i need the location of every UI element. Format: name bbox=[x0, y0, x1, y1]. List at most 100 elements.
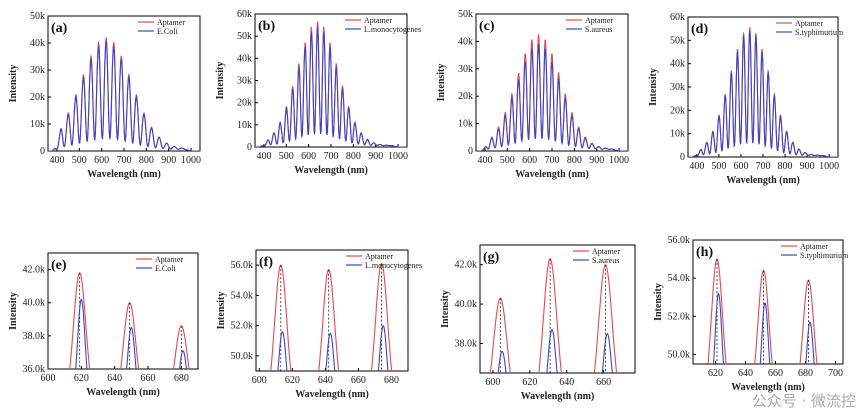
x-tick-label: 680 bbox=[174, 373, 189, 384]
y-tick-label: 0 bbox=[247, 142, 252, 153]
y-tick-label: 50.0k bbox=[668, 349, 691, 360]
y-axis-label: Intensity bbox=[653, 283, 664, 321]
y-tick-label: 10k bbox=[670, 129, 685, 140]
legend-label: Aptamer bbox=[155, 255, 183, 264]
y-tick-label: 52.0k bbox=[668, 311, 691, 322]
chart-panel-d: 400 500 600 700 800 900 1000 0 10k 20k 30k 40k 50k 60… bbox=[648, 12, 844, 186]
plot-frame bbox=[692, 239, 844, 365]
legend-label: S.aureus bbox=[585, 25, 612, 34]
y-tick-label: 0 bbox=[468, 146, 473, 157]
x-tick-label: 680 bbox=[384, 375, 399, 386]
legend-label: Aptamer bbox=[800, 242, 828, 251]
x-tick-label: 800 bbox=[778, 161, 793, 172]
x-tick-label: 600 bbox=[252, 375, 267, 386]
y-tick-label: 42.0k bbox=[455, 260, 478, 271]
chart-panel-f: 600 620 640 660 680 50.0k 52.0k 54.0k 56.0k Wavel… bbox=[216, 249, 422, 400]
y-tick-label: 54.0k bbox=[668, 273, 691, 284]
x-tick-label: 680 bbox=[798, 368, 813, 379]
panel-label: (e) bbox=[51, 258, 67, 273]
x-tick-label: 640 bbox=[738, 368, 753, 379]
y-axis-label: Intensity bbox=[8, 292, 19, 330]
x-axis-label: Wavelength (nm) bbox=[515, 169, 589, 180]
legend-label: Aptamer bbox=[592, 247, 620, 256]
y-tick-label: 38.0k bbox=[455, 338, 478, 349]
y-tick-label: 20k bbox=[458, 91, 473, 102]
plot-frame bbox=[255, 249, 409, 372]
series-line-l-monocytogenes bbox=[277, 325, 389, 371]
legend-label: S.typhimurium bbox=[795, 28, 844, 37]
x-tick-label: 500 bbox=[279, 151, 294, 162]
x-tick-label: 700 bbox=[828, 368, 843, 379]
y-tick-label: 40k bbox=[30, 38, 45, 49]
legend-label: E.Coli bbox=[157, 27, 178, 36]
panel-label: (g) bbox=[483, 250, 500, 265]
x-tick-label: 620 bbox=[285, 375, 300, 386]
panel-label: (h) bbox=[696, 245, 713, 260]
x-tick-label: 700 bbox=[117, 155, 132, 166]
y-tick-label: 52.0k bbox=[231, 321, 254, 332]
x-tick-label: 600 bbox=[41, 373, 56, 384]
x-tick-label: 600 bbox=[301, 151, 316, 162]
y-tick-label: 50.0k bbox=[231, 351, 254, 362]
x-axis-label: Wavelength (nm) bbox=[86, 387, 160, 398]
y-tick-label: 40.0k bbox=[455, 299, 478, 310]
y-tick-label: 50k bbox=[30, 11, 45, 22]
x-tick-label: 660 bbox=[596, 377, 611, 388]
y-axis-label: Intensity bbox=[436, 64, 447, 102]
x-tick-label: 600 bbox=[733, 161, 748, 172]
chart-panel-g: 600 620 640 660 38.0k 40.0k 42.0k Wavelength (n… bbox=[440, 244, 636, 402]
x-tick-label: 1000 bbox=[388, 151, 408, 162]
series-line-aptamer bbox=[476, 34, 628, 151]
x-tick-label: 800 bbox=[346, 151, 361, 162]
x-tick-label: 800 bbox=[139, 155, 154, 166]
x-tick-label: 700 bbox=[324, 151, 339, 162]
legend-label: L.monocytogenes bbox=[364, 25, 421, 34]
y-tick-label: 40k bbox=[237, 53, 252, 64]
y-tick-label: 42.0k bbox=[23, 265, 46, 276]
legend-label: Aptamer bbox=[585, 16, 613, 25]
watermark-text: 公众号 · 微流控 bbox=[751, 392, 856, 410]
chart-panel-b: 400 500 600 700 800 900 1000 0 10k 20k 30k 40k 50k 60… bbox=[215, 9, 421, 176]
legend-label: L.monocytogenes bbox=[365, 261, 422, 270]
panel-label: (f) bbox=[259, 255, 273, 270]
y-tick-label: 0 bbox=[680, 152, 685, 163]
x-tick-label: 660 bbox=[768, 368, 783, 379]
y-tick-label: 10k bbox=[237, 120, 252, 131]
y-tick-label: 40k bbox=[670, 59, 685, 70]
x-tick-label: 660 bbox=[141, 373, 156, 384]
plot-frame bbox=[47, 252, 199, 370]
series-line-s-typhimurium bbox=[712, 292, 815, 364]
series-line-l-monocytogenes bbox=[255, 27, 407, 147]
y-tick-label: 56.0k bbox=[231, 260, 254, 271]
y-tick-label: 10k bbox=[458, 119, 473, 130]
chart-panel-h: 620 640 660 680 700 50.0k 52.0k 54.0k 56.0k Wavel… bbox=[653, 235, 849, 393]
x-axis-label: Wavelength (nm) bbox=[295, 389, 369, 400]
panel-label: (b) bbox=[258, 19, 275, 34]
x-axis-label: Wavelength (nm) bbox=[731, 382, 805, 393]
legend-label: Aptamer bbox=[365, 252, 393, 261]
x-tick-label: 500 bbox=[72, 155, 87, 166]
legend-label: Aptamer bbox=[364, 16, 392, 25]
y-axis-label: Intensity bbox=[440, 290, 451, 328]
y-tick-label: 50k bbox=[670, 35, 685, 46]
x-axis-label: Wavelength (nm) bbox=[87, 169, 161, 180]
series-line-aptamer bbox=[489, 258, 618, 373]
series-line-e-coli bbox=[48, 41, 200, 151]
legend-label: Aptamer bbox=[795, 19, 823, 28]
x-tick-label: 700 bbox=[545, 155, 560, 166]
x-axis-label: Wavelength (nm) bbox=[726, 175, 800, 186]
x-tick-label: 600 bbox=[485, 377, 500, 388]
series-line-aptamer bbox=[707, 258, 818, 364]
y-tick-label: 30k bbox=[237, 76, 252, 87]
panel-label: (d) bbox=[691, 22, 708, 37]
legend-label: S.typhimurium bbox=[800, 251, 849, 260]
y-tick-label: 56.0k bbox=[668, 235, 691, 246]
y-tick-label: 20k bbox=[670, 105, 685, 116]
y-tick-label: 30k bbox=[670, 82, 685, 93]
x-tick-label: 600 bbox=[522, 155, 537, 166]
legend-label: S.aureus bbox=[592, 256, 619, 265]
x-tick-label: 700 bbox=[756, 161, 771, 172]
y-tick-label: 50k bbox=[458, 9, 473, 20]
y-tick-label: 10k bbox=[30, 119, 45, 130]
